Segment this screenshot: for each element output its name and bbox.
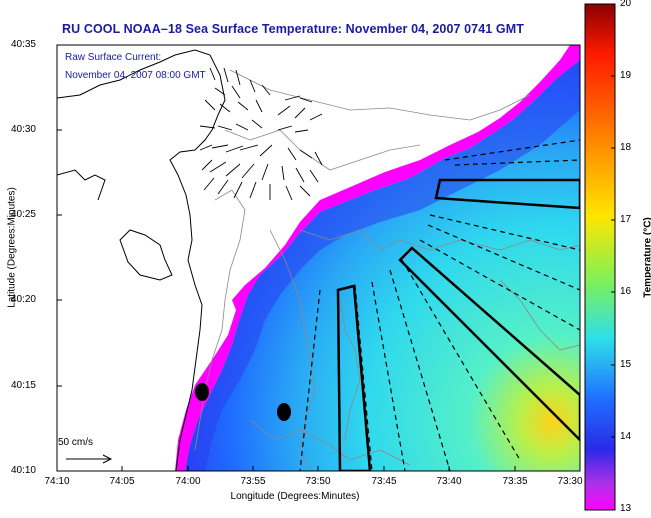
figure-title: RU COOL NOAA–18 Sea Surface Temperature:… (62, 22, 524, 36)
colorbar-tick-label: 14 (620, 431, 632, 442)
colorbar-tick-label: 18 (620, 142, 632, 153)
station-dot-offshore (277, 403, 291, 421)
bathymetry-contours (194, 69, 580, 471)
xtick-label: 73:30 (557, 476, 583, 487)
cold-edge-band (175, 45, 580, 471)
xtick-label: 74:00 (175, 476, 201, 487)
transect-boxes (336, 178, 580, 471)
survey-lines (299, 139, 580, 471)
colorbar-tick-label: 17 (620, 214, 632, 225)
x-axis-label: Longitude (Degrees:Minutes) (230, 491, 360, 502)
ytick-label: 40:15 (10, 380, 36, 391)
xtick-label: 74:10 (44, 476, 70, 487)
colorbar-tick-label: 19 (620, 70, 632, 81)
xtick-label: 73:45 (371, 476, 397, 487)
colorbar-tick-label: 15 (620, 359, 632, 370)
ytick-label: 40:25 (10, 209, 36, 220)
colorbar-tick-label: 13 (620, 503, 632, 514)
coastline (57, 49, 226, 471)
surface-current-vectors (199, 67, 323, 201)
y-axis-label: Latitude (Degrees:Minutes) (6, 187, 18, 308)
ytick-label: 40:30 (10, 124, 36, 135)
xtick-label: 73:40 (436, 476, 462, 487)
current-legend-line1: Raw Surface Current: (65, 52, 162, 63)
xtick-label: 73:50 (305, 476, 331, 487)
current-legend-line2: November 04, 2007 08:00 GMT (65, 70, 206, 81)
current-scale-arrow (66, 454, 113, 464)
cold-water-front (185, 60, 580, 471)
colorbar (584, 3, 616, 511)
axis-ticks (56, 44, 516, 472)
ytick-label: 40:20 (10, 294, 36, 305)
xtick-label: 73:55 (240, 476, 266, 487)
xtick-label: 73:35 (502, 476, 528, 487)
xtick-label: 74:05 (109, 476, 135, 487)
colorbar-label: Temperature (°C) (642, 217, 651, 298)
station-dot-nearshore (195, 383, 209, 401)
colorbar-tick-label: 20 (620, 0, 632, 9)
ytick-label: 40:35 (10, 39, 36, 50)
colorbar-ticks (611, 75, 615, 438)
colorbar-tick-label: 16 (620, 286, 632, 297)
ytick-label: 40:10 (10, 465, 36, 476)
current-scale-label: 50 cm/s (58, 437, 94, 448)
